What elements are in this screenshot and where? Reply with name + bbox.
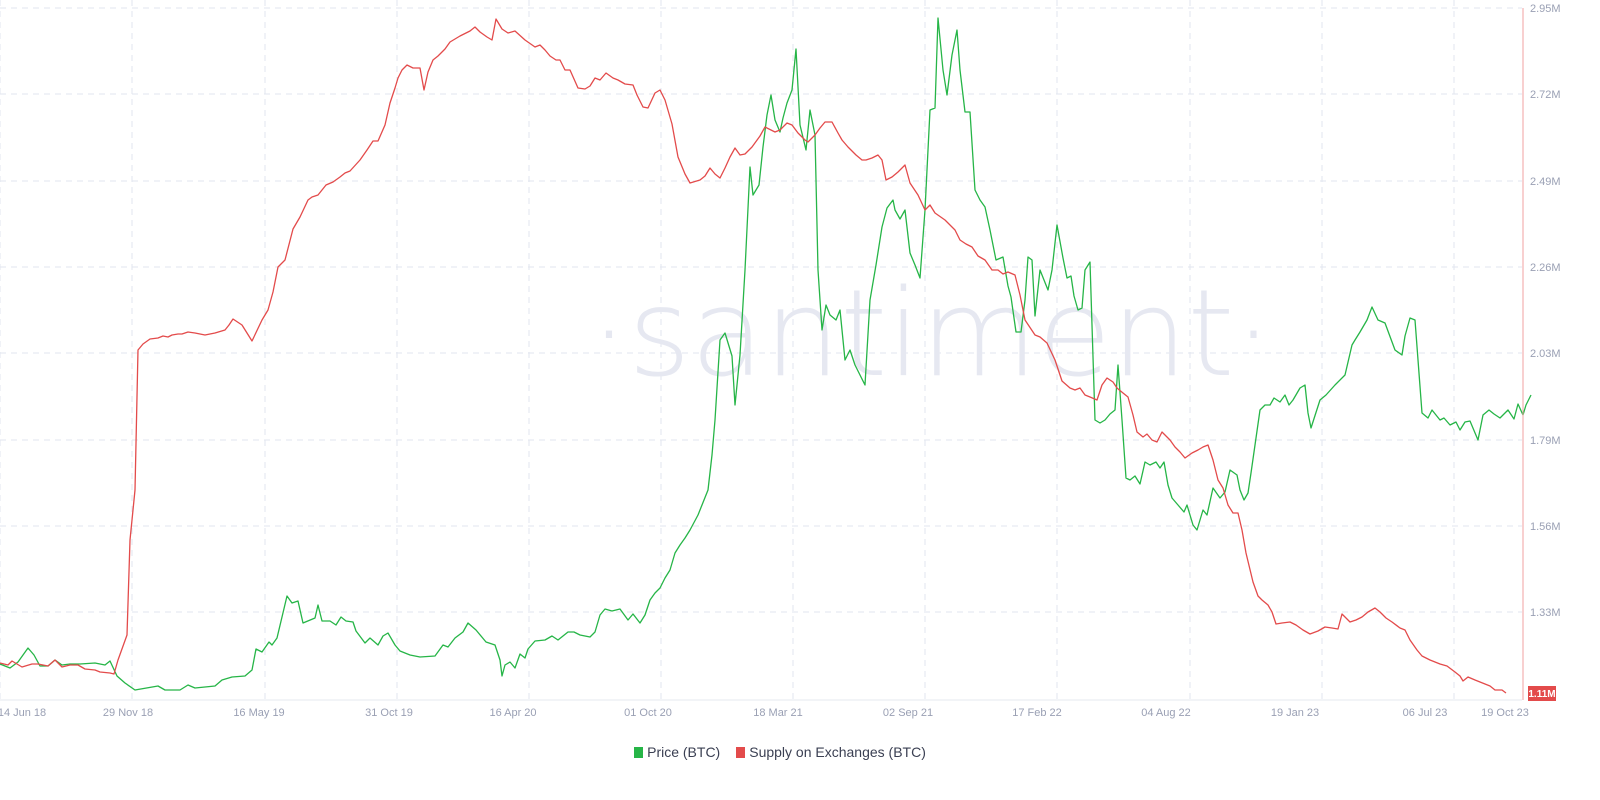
x-tick-label: 04 Aug 22: [1141, 707, 1191, 719]
x-tick-label: 01 Oct 20: [624, 707, 672, 719]
x-tick-label: 02 Sep 21: [883, 707, 933, 719]
legend-label-supply: Supply on Exchanges (BTC): [749, 744, 926, 760]
y-tick-label: 2.26M: [1530, 262, 1561, 274]
x-tick-label: 29 Nov 18: [103, 707, 153, 719]
y-tick-label: 2.03M: [1530, 348, 1561, 360]
x-axis: 14 Jun 18 29 Nov 18 16 May 19 31 Oct 19 16 A…: [0, 707, 1529, 719]
x-tick-label: 06 Jul 23: [1403, 707, 1448, 719]
x-tick-label: 18 Mar 21: [753, 707, 803, 719]
x-tick-label: 16 Apr 20: [489, 707, 536, 719]
y-tick-label: 2.49M: [1530, 176, 1561, 188]
supply-legend-swatch-icon: [736, 746, 746, 758]
santiment-watermark: ·santiment·: [590, 265, 1273, 404]
grid-lines: [0, 0, 1522, 701]
chart-legend: Price (BTC) Supply on Exchanges (BTC): [0, 744, 1560, 760]
legend-item-price[interactable]: Price (BTC): [634, 744, 720, 760]
x-tick-label: 19 Oct 23: [1481, 707, 1529, 719]
price-line[interactable]: [0, 17, 1532, 691]
y-tick-label: 2.72M: [1530, 89, 1561, 101]
y-tick-label: 1.79M: [1530, 435, 1561, 447]
supply-line[interactable]: [0, 18, 1507, 694]
legend-label-price: Price (BTC): [647, 744, 721, 760]
series-layer: [0, 17, 1532, 694]
current-value-badge: [1528, 686, 1556, 701]
y-tick-label: 1.56M: [1530, 521, 1561, 533]
x-tick-label: 19 Jan 23: [1271, 707, 1319, 719]
x-tick-label: 14 Jun 18: [0, 707, 46, 719]
x-tick-label: 31 Oct 19: [365, 707, 413, 719]
legend-item-supply[interactable]: Supply on Exchanges (BTC): [736, 744, 926, 760]
x-tick-label: 16 May 19: [233, 707, 284, 719]
current-value-badge-text: 1.11M: [1528, 689, 1555, 700]
y-tick-label: 2.95M: [1530, 3, 1561, 15]
x-tick-label: 17 Feb 22: [1012, 707, 1062, 719]
y-tick-label: 1.33M: [1530, 607, 1561, 619]
price-legend-swatch-icon: [634, 746, 644, 758]
right-y-axis: 2.95M 2.72M 2.49M 2.26M 2.03M 1.79M 1.56M 1.33M…: [1522, 3, 1561, 701]
